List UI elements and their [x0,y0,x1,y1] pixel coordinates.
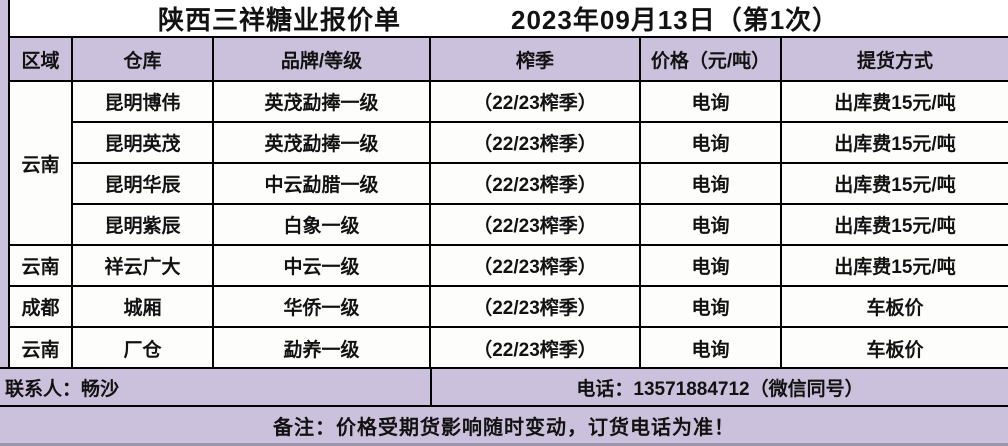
warehouse-cell: 厂仓 [71,326,214,368]
delivery-cell: 车板价 [780,285,1008,328]
table-row: 云南 祥云广大 中云一级 （22/23榨季） 电询 出库费15元/吨 [10,244,1008,287]
delivery-cell: 车板价 [780,326,1008,368]
region-cell: 云南 [10,244,73,287]
region-cell: 云南 [10,326,73,368]
price-cell: 电询 [639,80,782,123]
brand-cell: 勐养一级 [212,326,431,368]
table-row: 昆明华辰 中云勐腊一级 （22/23榨季） 电询 出库费15元/吨 [10,162,1008,205]
col-header-region: 区域 [10,36,73,82]
season-cell: （22/23榨季） [429,326,641,368]
price-cell: 电询 [639,244,782,287]
warehouse-cell: 昆明英茂 [71,121,214,164]
delivery-cell: 出库费15元/吨 [780,80,1008,123]
brand-cell: 中云一级 [212,244,431,287]
price-cell: 电询 [639,326,782,368]
price-cell: 电询 [639,203,782,246]
contact-row: 联系人：畅沙 电话：13571884712（微信同号） [0,367,1008,407]
contact-person: 联系人：畅沙 [5,378,120,400]
title-date: 2023年09月13日（第1次） [511,4,840,35]
table-row: 成都 城厢 华侨一级 （22/23榨季） 电询 车板价 [10,285,1008,328]
price-table: 区域 仓库 品牌/等级 榨季 价格（元/吨） 提货方式 云南 昆明博伟 英茂勐捧… [10,36,1008,368]
season-cell: （22/23榨季） [429,80,641,123]
season-cell: （22/23榨季） [429,203,641,246]
contact-phone: 电话：13571884712（微信同号） [430,369,1008,405]
price-cell: 电询 [639,162,782,205]
season-cell: （22/23榨季） [429,162,641,205]
note-row: 备注：价格受期货影响随时变动，订货电话为准！ [0,407,1008,446]
brand-cell: 中云勐腊一级 [212,162,431,205]
delivery-cell: 出库费15元/吨 [780,121,1008,164]
top-zone: 陕西三祥糖业报价单 2023年09月13日（第1次） 区域 仓库 品牌/等级 榨… [0,0,1008,368]
brand-cell: 华侨一级 [212,285,431,328]
table-row: 昆明英茂 英茂勐捧一级 （22/23榨季） 电询 出库费15元/吨 [10,121,1008,164]
col-header-brand: 品牌/等级 [212,36,431,82]
delivery-cell: 出库费15元/吨 [780,203,1008,246]
price-cell: 电询 [639,285,782,328]
col-header-season: 榨季 [429,36,641,82]
brand-cell: 英茂勐捧一级 [212,121,431,164]
season-cell: （22/23榨季） [429,244,641,287]
page-title: 陕西三祥糖业报价单 [158,4,402,35]
main-area: 陕西三祥糖业报价单 2023年09月13日（第1次） 区域 仓库 品牌/等级 榨… [10,0,1008,368]
warehouse-cell: 昆明紫辰 [71,203,214,246]
season-cell: （22/23榨季） [429,121,641,164]
title-row: 陕西三祥糖业报价单 2023年09月13日（第1次） [10,0,1008,36]
table-row: 昆明紫辰 白象一级 （22/23榨季） 电询 出库费15元/吨 [10,203,1008,246]
left-margin-strip [0,0,10,367]
table-header-row: 区域 仓库 品牌/等级 榨季 价格（元/吨） 提货方式 [10,36,1008,82]
brand-cell: 英茂勐捧一级 [212,80,431,123]
region-cell: 成都 [10,285,73,328]
warehouse-cell: 昆明博伟 [71,80,214,123]
warehouse-cell: 祥云广大 [71,244,214,287]
warehouse-cell: 昆明华辰 [71,162,214,205]
warehouse-cell: 城厢 [71,285,214,328]
table-row: 云南 厂仓 勐养一级 （22/23榨季） 电询 车板价 [10,326,1008,368]
col-header-delivery: 提货方式 [780,36,1008,82]
season-cell: （22/23榨季） [429,285,641,328]
delivery-cell: 出库费15元/吨 [780,244,1008,287]
price-cell: 电询 [639,121,782,164]
note-text: 备注：价格受期货影响随时变动，订货电话为准！ [273,416,735,439]
table-row: 云南 昆明博伟 英茂勐捧一级 （22/23榨季） 电询 出库费15元/吨 [10,80,1008,246]
brand-cell: 白象一级 [212,203,431,246]
col-header-price: 价格（元/吨） [639,36,782,82]
region-cell: 云南 [10,80,73,246]
delivery-cell: 出库费15元/吨 [780,162,1008,205]
col-header-warehouse: 仓库 [71,36,214,82]
